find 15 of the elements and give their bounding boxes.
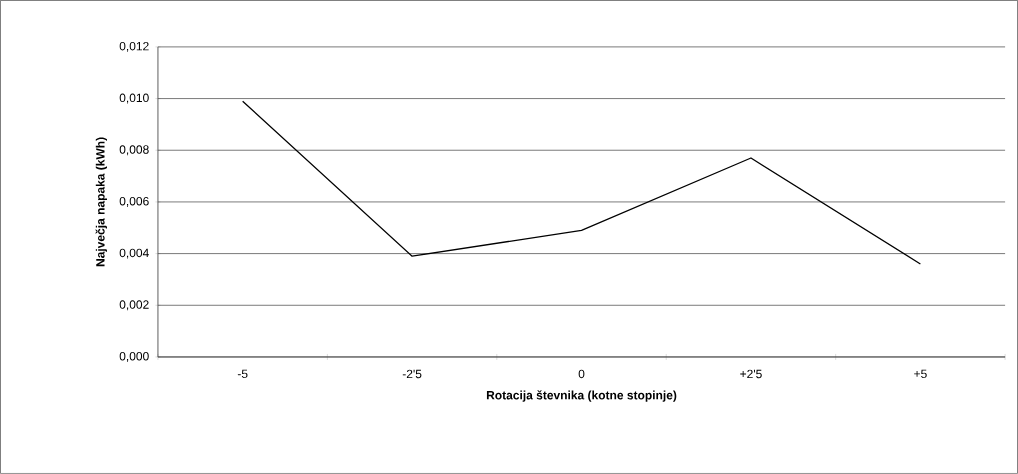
- y-tick-label: 0,012: [119, 42, 149, 52]
- y-tick-label: 0,004: [119, 248, 149, 259]
- x-tick-label: -5: [237, 369, 248, 379]
- x-tick-label: 0: [578, 369, 585, 379]
- y-axis-title: Največja napaka (kWh): [95, 137, 107, 267]
- line-series: [242, 100, 922, 265]
- y-tick-label: 0,002: [119, 300, 149, 311]
- x-tick-label: +5: [914, 369, 927, 379]
- y-tick-label: 0,006: [119, 197, 149, 207]
- y-tick-label: 0,010: [119, 93, 149, 104]
- x-axis-title: Rotacija števnika (kotne stopinje): [486, 390, 677, 402]
- x-tick-label: -2'5: [402, 369, 422, 379]
- y-tick-label: 0,008: [119, 145, 149, 156]
- x-tick-label: +2'5: [740, 369, 762, 379]
- y-tick-label: 0,000: [119, 352, 149, 362]
